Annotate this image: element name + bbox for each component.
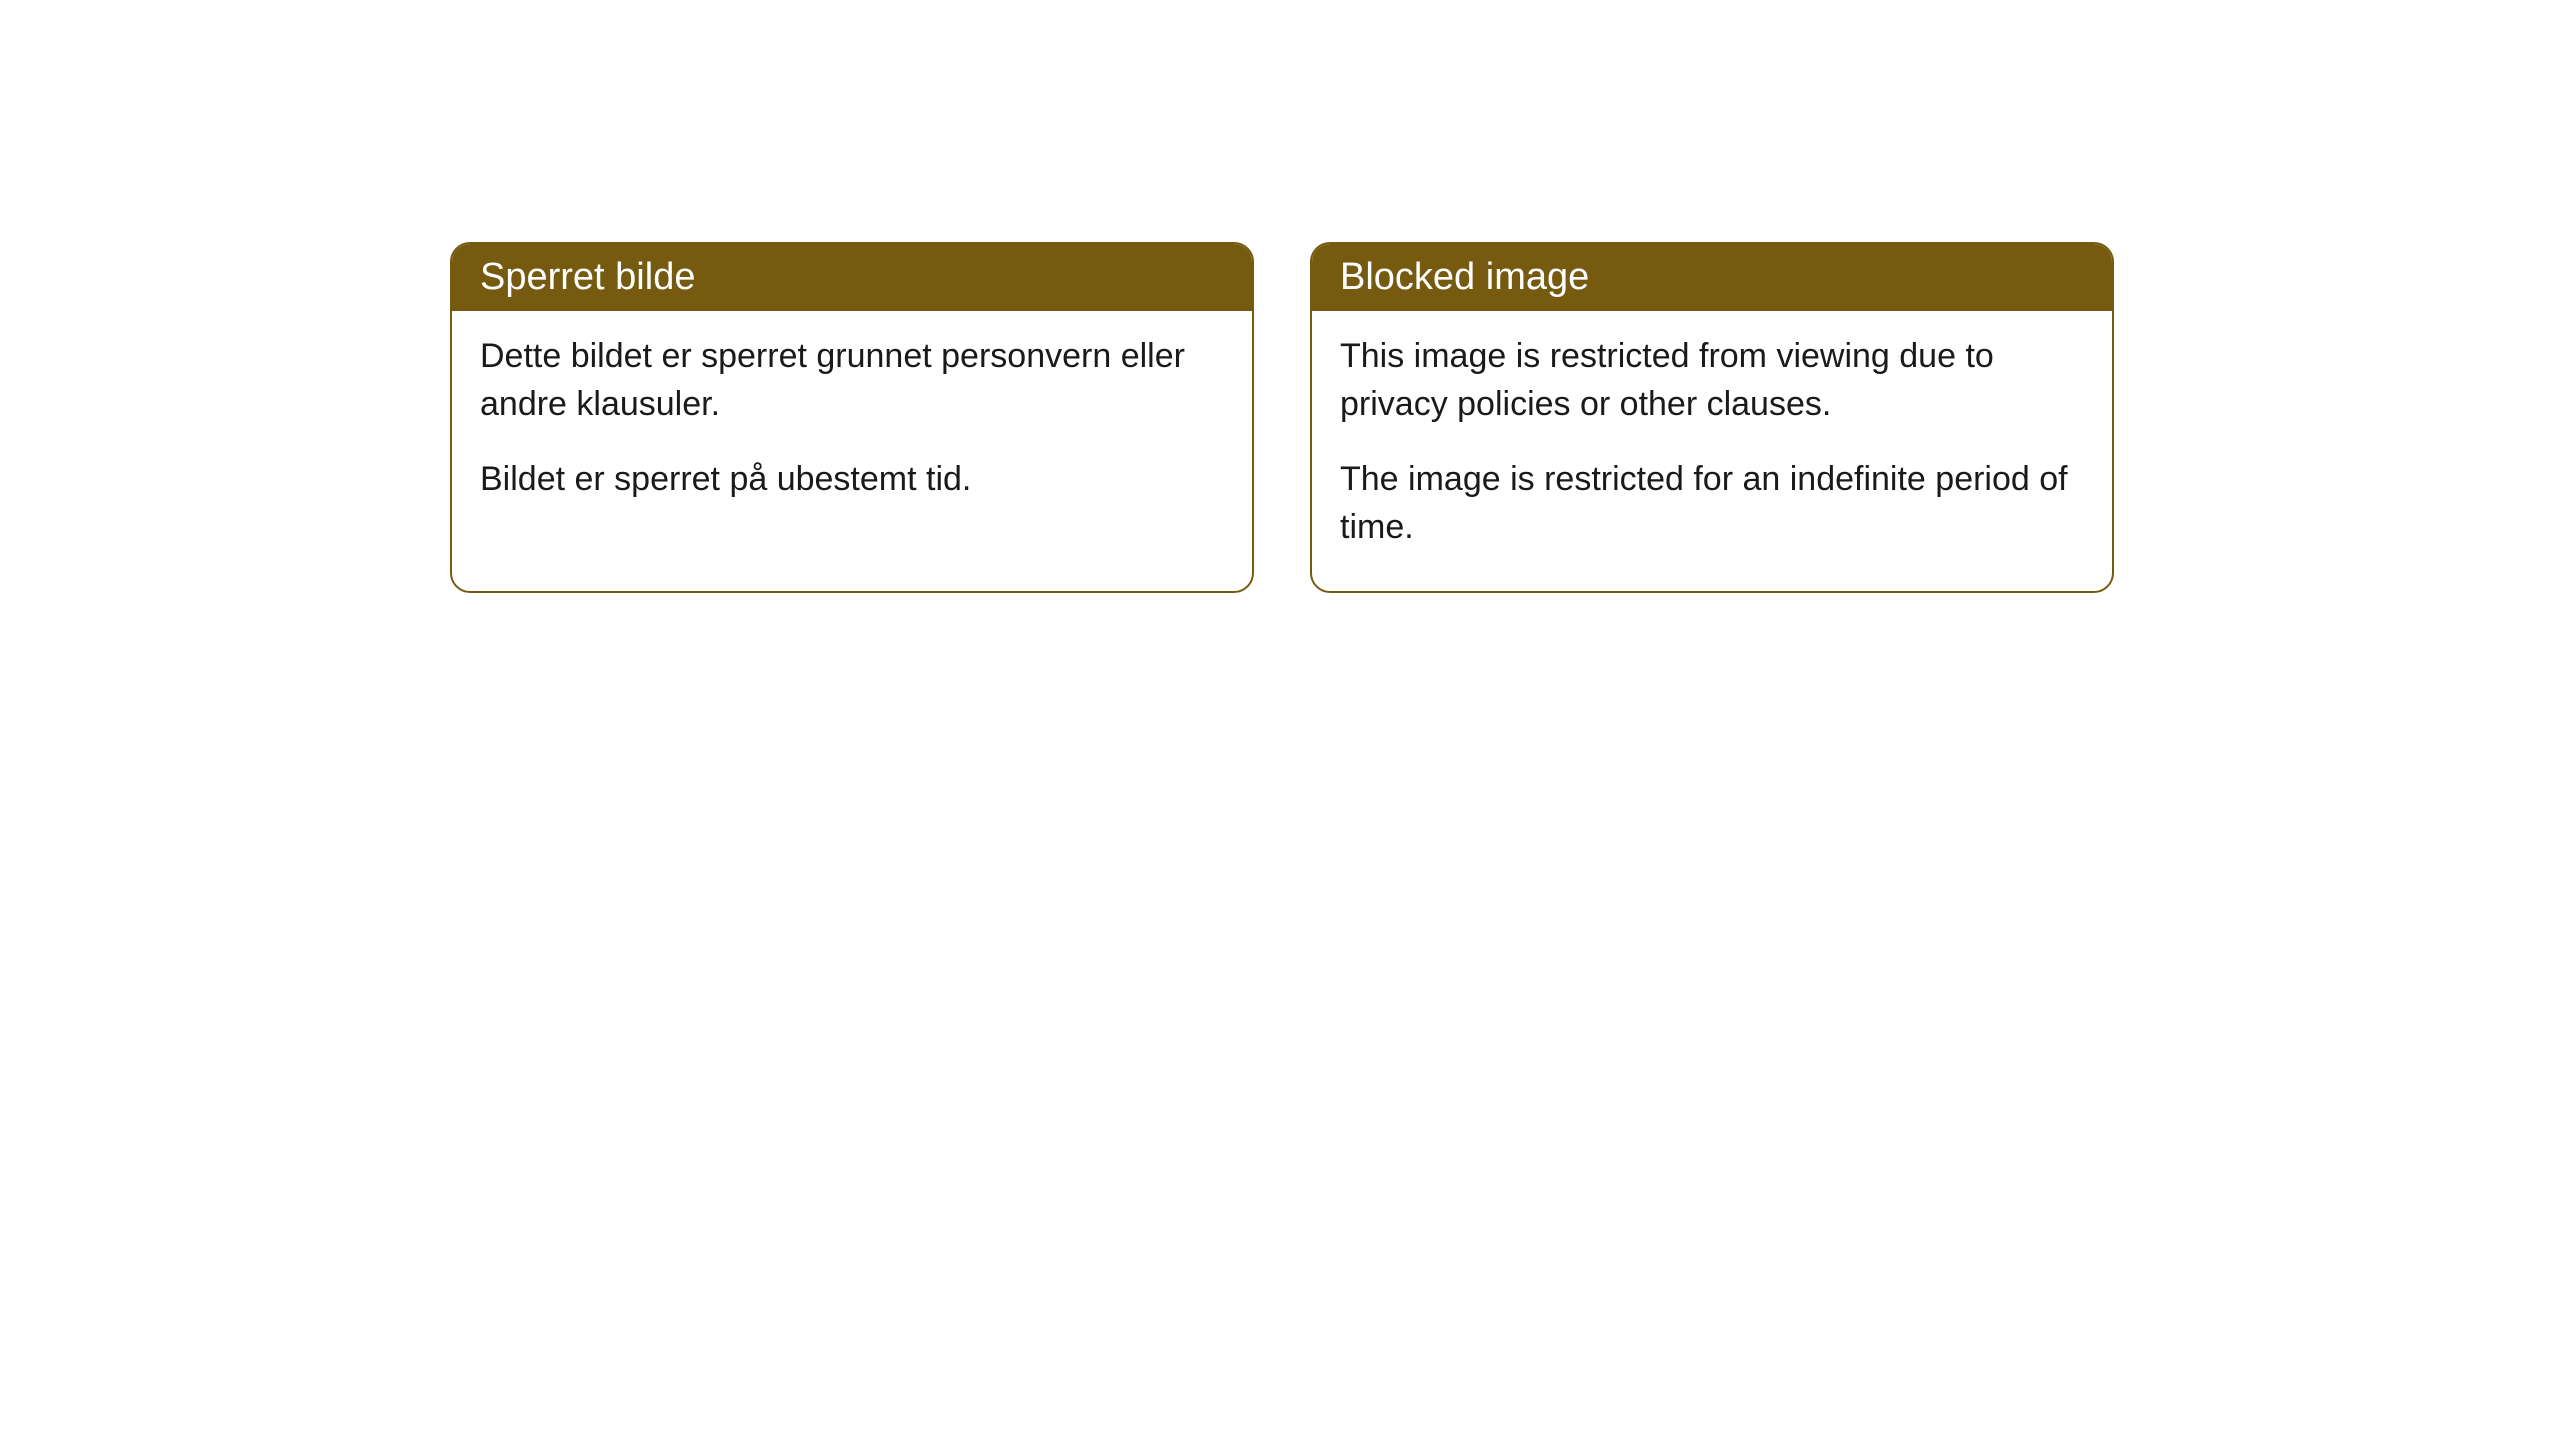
card-text-no-2: Bildet er sperret på ubestemt tid. xyxy=(480,456,1224,504)
card-title-no: Sperret bilde xyxy=(480,256,695,298)
card-header-no: Sperret bilde xyxy=(452,244,1252,311)
card-body-en: This image is restricted from viewing du… xyxy=(1312,311,2112,591)
card-body-no: Dette bildet er sperret grunnet personve… xyxy=(452,311,1252,544)
card-text-en-2: The image is restricted for an indefinit… xyxy=(1340,456,2084,551)
card-header-en: Blocked image xyxy=(1312,244,2112,311)
blocked-image-card-no: Sperret bilde Dette bildet er sperret gr… xyxy=(450,242,1254,593)
card-text-en-1: This image is restricted from viewing du… xyxy=(1340,333,2084,428)
notice-cards-container: Sperret bilde Dette bildet er sperret gr… xyxy=(450,242,2560,593)
card-text-no-1: Dette bildet er sperret grunnet personve… xyxy=(480,333,1224,428)
blocked-image-card-en: Blocked image This image is restricted f… xyxy=(1310,242,2114,593)
card-title-en: Blocked image xyxy=(1340,256,1589,298)
